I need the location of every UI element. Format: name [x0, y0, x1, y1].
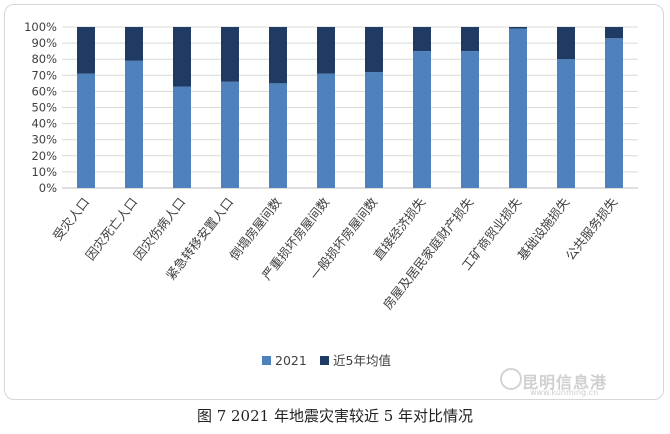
y-tick-label: 80% — [31, 52, 57, 66]
watermark-name: 昆明信息港 — [522, 373, 608, 392]
y-tick-label: 60% — [31, 84, 57, 98]
bar-segment-2021 — [365, 72, 383, 188]
watermark-logo-icon — [500, 368, 522, 390]
y-tick-label: 100% — [24, 20, 57, 34]
bar-segment-5yr-avg — [77, 27, 95, 74]
legend-label: 2021 — [275, 353, 307, 368]
bar-segment-5yr-avg — [269, 27, 287, 84]
bar-segment-5yr-avg — [557, 27, 575, 60]
bar-segment-2021 — [509, 28, 527, 188]
y-tick-label: 70% — [31, 68, 57, 82]
bar-segment-2021 — [269, 83, 287, 188]
y-tick-label: 50% — [31, 101, 57, 115]
watermark-url: www.kunming.cn — [530, 388, 599, 397]
y-tick-label: 20% — [31, 149, 57, 163]
bar-segment-5yr-avg — [221, 27, 239, 82]
legend-swatch — [262, 356, 271, 365]
bar-segment-5yr-avg — [365, 27, 383, 73]
bar-segment-5yr-avg — [173, 27, 191, 87]
bar-segment-5yr-avg — [461, 27, 479, 52]
bar-segment-2021 — [605, 38, 623, 188]
legend-swatch — [320, 356, 329, 365]
bar-segment-2021 — [77, 73, 95, 188]
category-label: 受灾人口 — [50, 195, 93, 244]
bar-segment-2021 — [125, 60, 143, 189]
category-label: 房屋及居民家庭财产损失 — [380, 194, 477, 312]
bar-segment-2021 — [317, 73, 335, 188]
y-tick-label: 90% — [31, 36, 57, 50]
bar-segment-2021 — [413, 51, 431, 189]
bar-segment-2021 — [221, 81, 239, 188]
bar-segment-5yr-avg — [605, 27, 623, 39]
legend-label: 近5年均值 — [333, 353, 391, 368]
y-tick-label: 30% — [31, 133, 57, 147]
bar-segment-2021 — [173, 86, 191, 188]
bar-segment-2021 — [461, 51, 479, 189]
figure-caption: 图 7 2021 年地震灾害较近 5 年对比情况 — [196, 407, 474, 425]
y-tick-label: 0% — [39, 181, 57, 195]
bar-segment-5yr-avg — [317, 27, 335, 74]
stacked-bar-chart: 0%10%20%30%40%50%60%70%80%90%100%受灾人口因灾死… — [24, 20, 638, 368]
bar-segment-5yr-avg — [413, 27, 431, 52]
bar-segment-2021 — [557, 59, 575, 189]
y-tick-label: 40% — [31, 117, 57, 131]
y-tick-label: 10% — [31, 165, 57, 179]
bar-segment-5yr-avg — [125, 27, 143, 61]
bar-segment-5yr-avg — [509, 27, 527, 29]
